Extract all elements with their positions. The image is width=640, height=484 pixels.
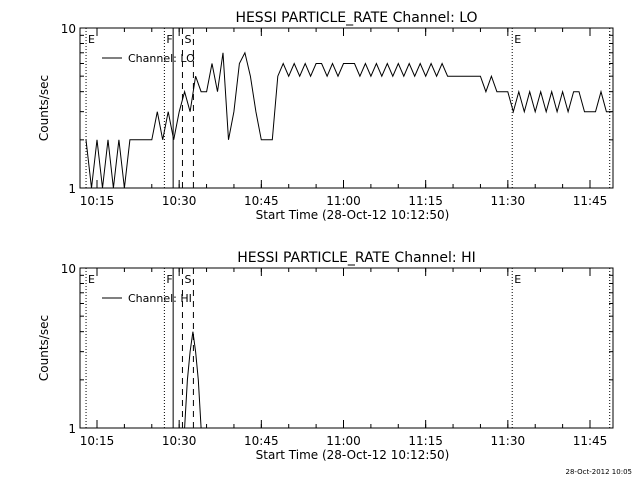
legend-label: Channel: HI xyxy=(128,292,192,305)
event-marker-label: S xyxy=(184,33,191,46)
event-marker-label: E xyxy=(88,273,95,286)
plot-frame xyxy=(79,267,614,429)
y-axis-label: Counts/sec xyxy=(37,315,51,381)
x-axis-label: Start Time (28-Oct-12 10:12:50) xyxy=(256,208,450,222)
x-tick-label: 10:15 xyxy=(80,434,115,448)
event-marker-label: E xyxy=(514,273,521,286)
x-tick-label: 11:45 xyxy=(573,434,608,448)
event-marker-label: E xyxy=(88,33,95,46)
footer-date: 28-Oct-2012 10:05 xyxy=(565,468,632,476)
panel-hi: HESSI PARTICLE_RATE Channel: HI Counts/se… xyxy=(37,250,614,462)
y-tick-label: 1 xyxy=(68,182,76,196)
y-tick-label: 10 xyxy=(61,262,76,276)
series-line xyxy=(85,51,612,189)
legend-label: Channel: LO xyxy=(128,52,195,65)
x-tick-label: 11:30 xyxy=(491,194,526,208)
series-line xyxy=(184,331,202,429)
event-marker-label: E xyxy=(514,33,521,46)
x-tick-label: 11:30 xyxy=(491,434,526,448)
y-tick-label: 1 xyxy=(68,422,76,436)
x-tick-label: 10:15 xyxy=(80,194,115,208)
y-tick-label: 10 xyxy=(61,22,76,36)
chart-title: HESSI PARTICLE_RATE Channel: LO xyxy=(235,10,477,26)
plot-frame xyxy=(79,27,614,189)
x-tick-label: 11:00 xyxy=(326,194,361,208)
panel-lo: HESSI PARTICLE_RATE Channel: LO Counts/se… xyxy=(37,10,614,222)
y-axis-label: Counts/sec xyxy=(37,75,51,141)
x-tick-label: 10:45 xyxy=(244,434,279,448)
event-marker-label: S xyxy=(184,273,191,286)
x-tick-label: 11:15 xyxy=(408,194,443,208)
event-marker-label: F xyxy=(166,33,172,46)
x-tick-label: 10:30 xyxy=(162,434,197,448)
x-tick-label: 11:45 xyxy=(573,194,608,208)
x-tick-label: 10:45 xyxy=(244,194,279,208)
x-tick-label: 11:00 xyxy=(326,434,361,448)
event-marker-label: F xyxy=(166,273,172,286)
x-tick-label: 11:15 xyxy=(408,434,443,448)
chart-title: HESSI PARTICLE_RATE Channel: HI xyxy=(237,250,475,266)
x-axis-label: Start Time (28-Oct-12 10:12:50) xyxy=(256,448,450,462)
x-tick-label: 10:30 xyxy=(162,194,197,208)
